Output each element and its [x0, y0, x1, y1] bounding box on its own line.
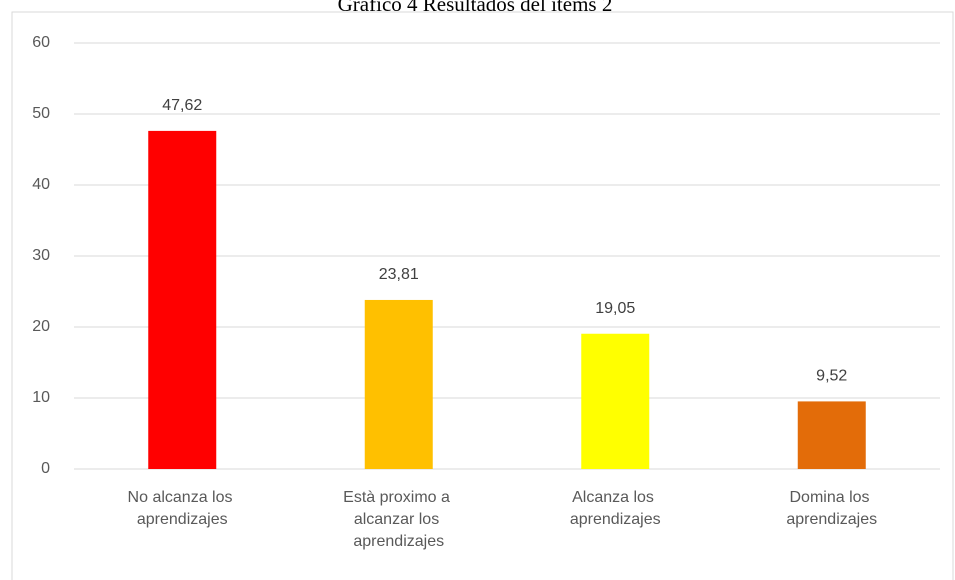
chart-frame	[11, 11, 954, 580]
y-tick-label: 30	[32, 247, 50, 264]
bar	[148, 130, 217, 469]
x-tick-label: Està proximo a alcanzar los aprendizajes	[343, 489, 454, 550]
y-tick-label: 50	[32, 105, 50, 122]
data-label: 19,05	[595, 300, 635, 317]
y-tick-label: 60	[32, 34, 50, 51]
data-label: 47,62	[162, 97, 202, 114]
y-tick-label: 20	[32, 318, 50, 335]
bar	[797, 401, 866, 469]
y-tick-label: 40	[32, 176, 50, 193]
chart-title: Gráfico 4 Resultados del ítems 2	[338, 0, 613, 16]
x-tick-label: Domina los aprendizajes	[786, 489, 877, 528]
x-tick-label: Alcanza los aprendizajes	[570, 489, 661, 528]
y-tick-label: 10	[32, 389, 50, 406]
bar	[364, 299, 433, 469]
y-tick-label: 0	[41, 460, 50, 477]
x-tick-label: No alcanza los aprendizajes	[128, 489, 237, 528]
data-label: 9,52	[816, 368, 847, 385]
bar	[581, 333, 650, 469]
data-label: 23,81	[379, 266, 419, 283]
